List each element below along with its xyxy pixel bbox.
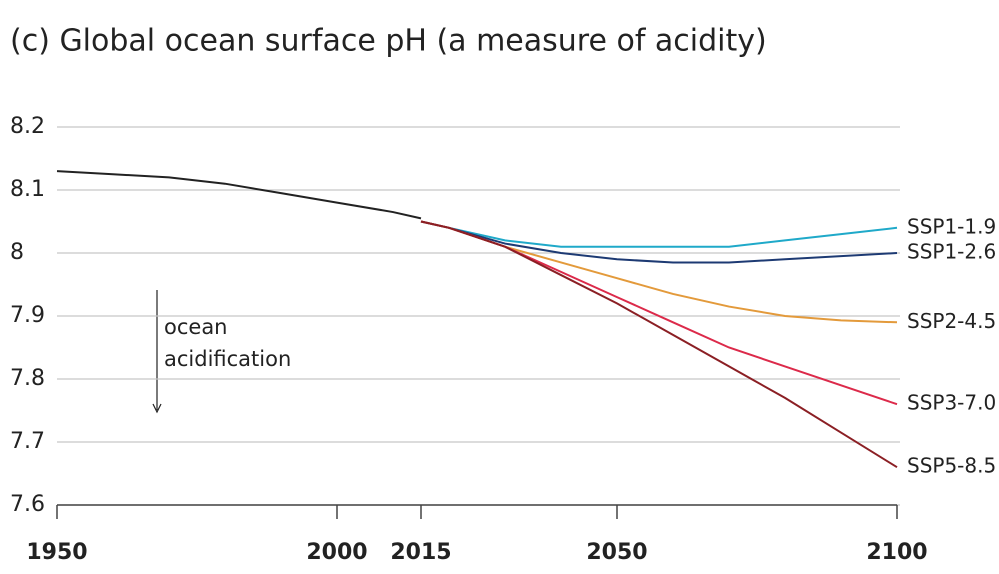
- y-tick-label: 8: [10, 240, 24, 265]
- annotation-arrowhead: [152, 403, 162, 414]
- series-label: SSP5-8.5: [907, 454, 996, 478]
- series-label: SSP3-7.0: [907, 391, 996, 415]
- series-label: SSP2-4.5: [907, 309, 996, 333]
- series-line: [420, 220, 898, 264]
- y-tick-label: 8.2: [10, 114, 45, 139]
- annotation: ocean: [164, 315, 228, 339]
- series-label: SSP1-2.6: [907, 240, 996, 264]
- series-line: [420, 220, 898, 248]
- y-tick-label: 7.8: [10, 366, 45, 391]
- x-tick-label: 2050: [586, 540, 647, 565]
- y-tick-label: 8.1: [10, 177, 45, 202]
- y-tick-label: 7.9: [10, 303, 45, 328]
- series-line: [420, 220, 898, 469]
- series-line: [420, 220, 898, 406]
- series-line: [56, 170, 422, 220]
- x-tick-label: 2100: [866, 540, 927, 565]
- chart-title: (c) Global ocean surface pH (a measure o…: [10, 24, 767, 59]
- x-tick-label: 2000: [306, 540, 367, 565]
- y-tick-label: 7.6: [10, 492, 45, 517]
- x-tick-label: 1950: [26, 540, 87, 565]
- y-tick-label: 7.7: [10, 429, 45, 454]
- annotation: acidification: [164, 347, 291, 371]
- series-label: SSP1-1.9: [907, 214, 996, 238]
- x-tick-label: 2015: [390, 540, 451, 565]
